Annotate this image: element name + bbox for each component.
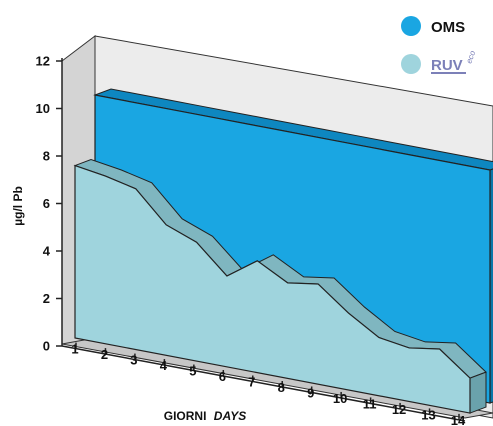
y-axis-label: µg/l Pb: [11, 186, 25, 226]
x-tick-label: 14: [451, 413, 466, 426]
x-tick-label: 1: [71, 342, 78, 357]
legend-label-ruv: RUV: [431, 57, 463, 74]
x-tick-label: 13: [421, 407, 435, 422]
legend-label-ruv-superscript: eco: [464, 49, 477, 65]
legend-label-oms: OMS: [431, 19, 465, 36]
x-axis-label-italic: DAYS: [214, 409, 246, 423]
x-axis-label-main: GIORNI: [164, 409, 207, 423]
y-tick-label: 10: [36, 101, 50, 116]
legend: OMS RUV eco: [401, 16, 477, 74]
y-tick-label: 8: [43, 149, 50, 164]
x-tick-label: 9: [307, 385, 314, 400]
y-tick-label: 0: [43, 339, 50, 354]
x-tick-label: 6: [219, 369, 226, 384]
series-ruv: [73, 159, 487, 414]
x-tick-label: 12: [392, 402, 406, 417]
x-tick-label: 4: [160, 358, 168, 373]
legend-item-ruv: RUV eco: [401, 49, 477, 74]
x-tick-label: 2: [101, 347, 108, 362]
y-tick-label: 6: [43, 196, 50, 211]
x-axis-label: GIORNI DAYS: [164, 409, 246, 423]
x-tick-label: 5: [189, 364, 196, 379]
legend-swatch-ruv: [401, 54, 421, 74]
x-tick-label: 10: [333, 391, 347, 406]
y-tick-label: 2: [43, 291, 50, 306]
series-layer: [73, 88, 493, 414]
series-front-ruv: [74, 164, 471, 414]
y-tick-label: 4: [43, 244, 51, 259]
series-side-ruv: [469, 371, 487, 414]
x-tick-label: 11: [363, 396, 377, 411]
x-tick-label: 3: [130, 353, 137, 368]
y-axis: 0 2 4 6 8 10 12: [36, 54, 63, 354]
x-axis: 1 2 3 4 5 6 7 8 9 10 11 12 13 14: [61, 342, 466, 426]
x-tick-label: 7: [248, 375, 255, 390]
x-tick-label: 8: [278, 380, 285, 395]
x-axis-line: [61, 345, 466, 422]
y-tick-label: 12: [36, 54, 50, 69]
legend-swatch-oms: [401, 16, 421, 36]
legend-item-oms: OMS: [401, 16, 465, 36]
